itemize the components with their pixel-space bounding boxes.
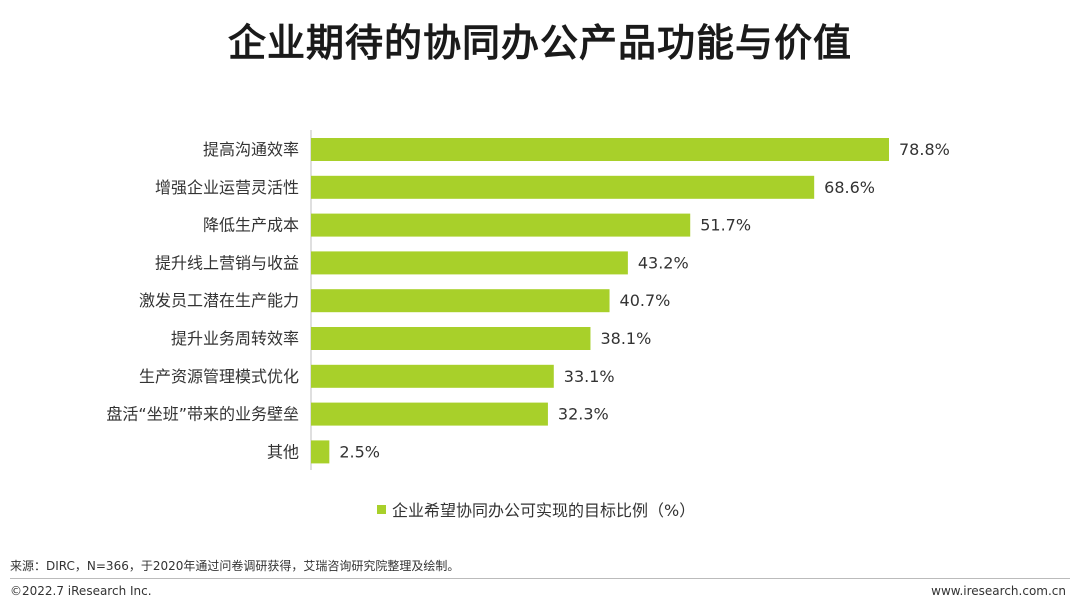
value-label-5: 38.1% (600, 329, 651, 348)
bar-4 (311, 289, 610, 313)
bar-1 (311, 175, 815, 199)
bar-6 (311, 364, 554, 388)
value-label-6: 33.1% (564, 367, 615, 386)
value-label-0: 78.8% (899, 140, 950, 159)
value-label-3: 43.2% (638, 253, 689, 272)
category-label-8: 其他 (267, 442, 299, 461)
footer-divider (10, 578, 1070, 579)
legend: 企业希望协同办公可实现的目标比例（%） (377, 497, 695, 521)
chart-title: 企业期待的协同办公产品功能与价值 (227, 21, 852, 65)
value-label-1: 68.6% (824, 178, 875, 197)
category-label-1: 增强企业运营灵活性 (155, 178, 299, 197)
legend-swatch (377, 504, 386, 514)
category-label-3: 提升线上营销与收益 (155, 253, 299, 272)
bar-8 (311, 440, 330, 464)
website-link[interactable]: www.iresearch.com.cn (931, 584, 1066, 598)
category-label-4: 激发员工潜在生产能力 (139, 291, 299, 310)
category-label-7: 盘活“坐班”带来的业务壁垒 (106, 405, 299, 424)
category-label-5: 提升业务周转效率 (171, 329, 299, 348)
legend-label: 企业希望协同办公可实现的目标比例（%） (392, 501, 696, 520)
copyright: ©2022.7 iResearch Inc. (10, 584, 152, 598)
source-note: 来源：DIRC，N=366，于2020年通过问卷调研获得，艾瑞咨询研究院整理及绘… (10, 559, 460, 573)
value-label-4: 40.7% (620, 291, 671, 310)
category-label-0: 提高沟通效率 (203, 140, 299, 159)
bar-2 (311, 213, 691, 237)
value-label-2: 51.7% (700, 216, 751, 235)
bar-3 (311, 251, 628, 275)
category-label-2: 降低生产成本 (203, 216, 299, 235)
bar-0 (311, 138, 889, 161)
value-label-8: 2.5% (339, 442, 380, 461)
category-label-6: 生产资源管理模式优化 (139, 367, 299, 386)
value-label-7: 32.3% (558, 405, 609, 424)
bar-5 (311, 327, 591, 350)
bar-7 (311, 402, 548, 426)
